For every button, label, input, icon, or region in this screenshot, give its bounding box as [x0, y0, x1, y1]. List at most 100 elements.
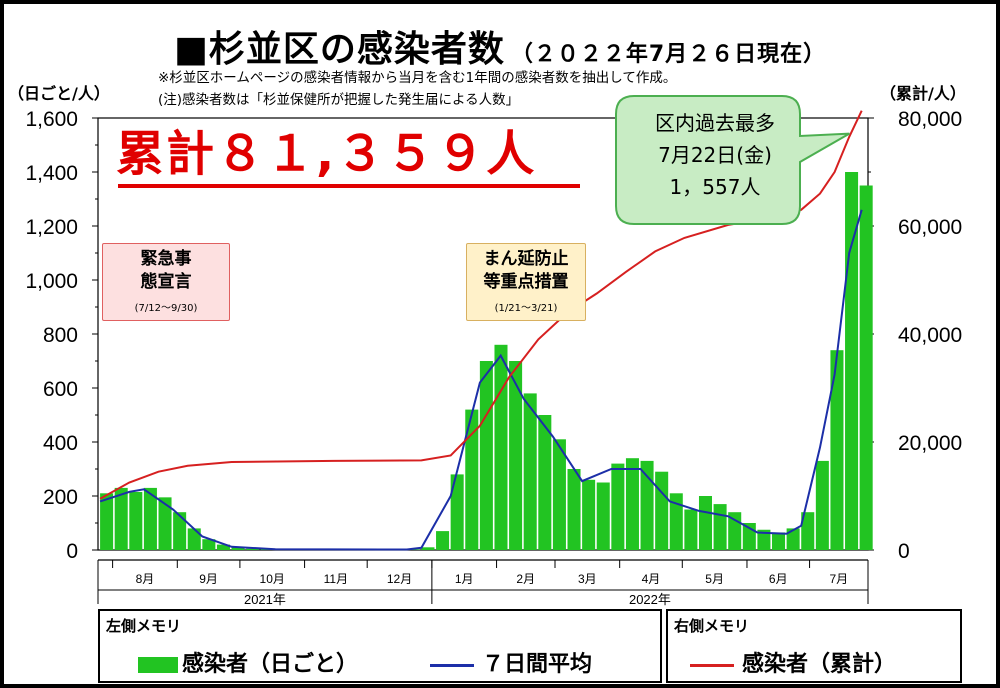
legend-daily: 感染者（日ごと） — [138, 646, 358, 678]
peak-callout-text: 区内過去最多 7月22日(金) 1，557人 — [625, 107, 805, 203]
seven-day-average-line — [99, 209, 863, 551]
daily-bar — [231, 547, 245, 550]
daily-bar — [567, 469, 581, 550]
daily-bar — [114, 487, 128, 550]
legend-left-heading: 左側メモリ — [106, 617, 182, 635]
daily-bar — [757, 529, 771, 550]
right-tick-label: 20,000 — [898, 432, 962, 455]
left-tick-label: 400 — [43, 432, 78, 455]
left-tick-label: 200 — [43, 486, 78, 509]
daily-bar — [669, 493, 683, 550]
daily-bar — [713, 504, 727, 550]
legend-average: ７日間平均 — [430, 646, 592, 678]
month-label: 10月 — [260, 572, 285, 586]
peak-callout-bubble — [615, 95, 850, 225]
emergency-period: (7/12～9/30) — [134, 303, 198, 314]
daily-bar — [698, 496, 713, 550]
daily-bar — [655, 471, 669, 550]
daily-bar — [129, 491, 143, 550]
mambo-line1: まん延防止 — [483, 249, 569, 269]
daily-bar — [596, 482, 610, 550]
left-tick-label: 1,000 — [25, 270, 78, 293]
left-tick-label: 800 — [43, 324, 78, 347]
legend-daily-label: 感染者（日ごと） — [182, 652, 359, 677]
month-label: 6月 — [769, 572, 788, 586]
daily-bar — [523, 393, 537, 550]
total-underline — [118, 184, 580, 188]
legend-right-heading: 右側メモリ — [674, 617, 750, 635]
note-source: ※杉並区ホームページの感染者情報から当月を含む1年間の感染者数を抽出して作成。 — [158, 70, 677, 86]
right-axis-unit: （累計/人） — [880, 84, 966, 103]
daily-bar — [436, 531, 450, 550]
daily-bar — [625, 458, 639, 550]
right-tick-label: 60,000 — [898, 216, 962, 239]
month-label: 4月 — [642, 572, 661, 586]
left-tick-label: 1,400 — [25, 162, 78, 185]
daily-bar — [859, 185, 873, 550]
daily-bar — [143, 487, 157, 550]
daily-bar — [552, 439, 566, 550]
month-label: 5月 — [705, 572, 724, 586]
daily-bar — [246, 548, 260, 550]
daily-bar — [158, 497, 172, 550]
emergency-declaration-box: 緊急事 態宣言 (7/12～9/30) — [102, 243, 230, 321]
legend-left: 左側メモリ 感染者（日ごと） ７日間平均 — [98, 609, 662, 683]
daily-bar — [173, 512, 187, 550]
daily-bar — [815, 460, 829, 550]
month-label: 9月 — [199, 572, 218, 586]
emergency-line2: 態宣言 — [140, 272, 192, 292]
mambo-line2: 等重点措置 — [483, 272, 569, 292]
month-label: 7月 — [829, 572, 848, 586]
legend-right: 右側メモリ 感染者（累計） — [666, 609, 962, 683]
month-label: 2月 — [516, 572, 535, 586]
note-definition: (注)感染者数は「杉並保健所が把握した発生届による人数」 — [158, 92, 520, 108]
year-label-2021: 2021年 — [244, 592, 286, 607]
daily-bar — [100, 493, 114, 550]
left-tick-label: 600 — [43, 378, 78, 401]
daily-bar — [786, 528, 800, 550]
daily-bar — [216, 544, 230, 550]
emergency-line1: 緊急事 — [140, 249, 192, 269]
daily-bar — [450, 474, 464, 550]
month-label: 1月 — [455, 572, 474, 586]
daily-bar — [684, 509, 698, 550]
callout-line1: 区内過去最多 — [655, 111, 775, 135]
legend-avg-swatch — [430, 663, 474, 667]
daily-bar — [582, 479, 596, 550]
month-label: 12月 — [387, 572, 412, 586]
title-main: ■杉並区の感染者数 — [173, 29, 505, 70]
year-label-2022: 2022年 — [629, 592, 671, 607]
daily-bar — [465, 409, 479, 550]
right-tick-label: 0 — [898, 540, 910, 563]
chart-title: ■杉並区の感染者数 （２０２２年7月２６日現在） — [0, 20, 1000, 72]
legend-cumulative: 感染者（累計） — [690, 646, 896, 678]
daily-bar — [772, 532, 786, 550]
daily-bar — [202, 539, 216, 550]
daily-bar — [538, 415, 552, 550]
left-tick-label: 1,600 — [25, 108, 78, 131]
month-label: 8月 — [136, 572, 155, 586]
callout-line3: 1，557人 — [669, 175, 761, 199]
legend-bar-swatch — [138, 657, 178, 673]
daily-bar — [640, 460, 654, 550]
legend-avg-label: ７日間平均 — [482, 652, 593, 677]
daily-bar — [509, 361, 523, 550]
right-tick-label: 40,000 — [898, 324, 962, 347]
legend-cum-swatch — [690, 663, 734, 667]
month-label: 11月 — [324, 572, 348, 586]
left-tick-label: 0 — [66, 540, 78, 563]
priority-measures-box: まん延防止 等重点措置 (1/21～3/21) — [466, 243, 586, 321]
left-axis-unit: （日ごと/人） — [8, 84, 110, 103]
daily-bar — [421, 547, 435, 550]
daily-bar — [479, 361, 493, 550]
month-label: 3月 — [578, 572, 597, 586]
legend-cum-label: 感染者（累計） — [742, 652, 897, 677]
callout-line2: 7月22日(金) — [658, 143, 772, 167]
mambo-period: (1/21～3/21) — [494, 303, 558, 314]
daily-bar — [611, 463, 625, 550]
left-tick-label: 1,200 — [25, 216, 78, 239]
daily-bar — [830, 350, 844, 550]
title-date: （２０２２年7月２６日現在） — [510, 42, 827, 67]
